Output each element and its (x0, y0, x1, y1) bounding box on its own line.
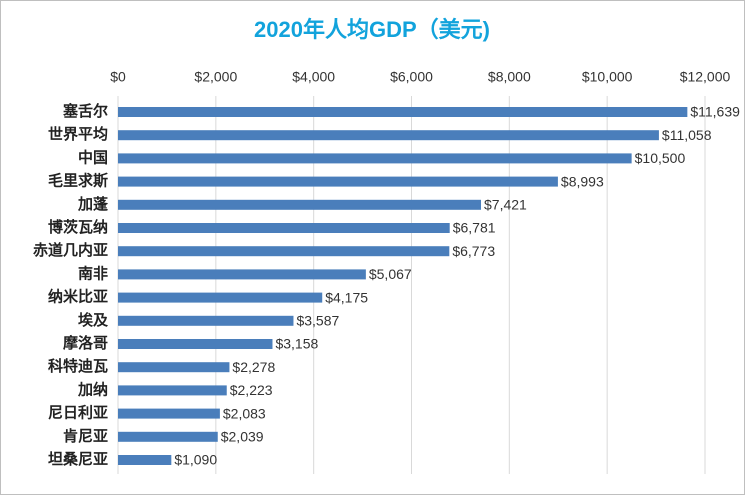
y-tick-label: 毛里求斯 (48, 172, 108, 190)
bar (118, 408, 220, 419)
data-label: $8,993 (561, 173, 604, 189)
x-tick-label: $0 (110, 69, 126, 85)
bar (118, 153, 632, 164)
y-tick-label: 加纳 (77, 380, 108, 398)
data-label: $11,058 (662, 127, 712, 143)
bar (118, 362, 230, 373)
y-tick-label: 南非 (78, 264, 108, 282)
bar (118, 130, 659, 141)
bar (118, 223, 450, 233)
chart-title: 2020年人均GDP（美元) (254, 17, 490, 42)
x-tick-label: $8,000 (488, 69, 531, 85)
data-label: $6,773 (452, 243, 495, 259)
bar (118, 199, 482, 210)
y-tick-label: 摩洛哥 (63, 334, 108, 352)
data-label: $3,158 (275, 336, 318, 352)
y-tick-label: 纳米比亚 (48, 288, 108, 306)
bar (118, 246, 450, 257)
x-tick-label: $2,000 (194, 69, 237, 85)
data-label: $1,090 (174, 452, 217, 468)
data-label: $4,175 (325, 289, 368, 305)
data-label: $2,278 (232, 359, 275, 375)
bar (118, 269, 366, 280)
data-label: $10,500 (635, 150, 686, 166)
x-tick-label: $6,000 (390, 69, 433, 85)
bar (118, 292, 323, 303)
bar (118, 339, 273, 349)
y-tick-label: 埃及 (78, 311, 109, 329)
y-tick-label: 尼日利亚 (48, 404, 108, 422)
data-label: $6,781 (453, 220, 496, 236)
bar (118, 315, 294, 326)
bar (118, 385, 227, 396)
data-label: $2,039 (221, 429, 264, 445)
data-label: $7,421 (484, 197, 527, 213)
data-label: $2,223 (230, 382, 273, 398)
x-tick-label: $12,000 (680, 69, 731, 85)
bar (118, 107, 688, 117)
y-tick-label: 世界平均 (48, 125, 108, 143)
bar (118, 176, 558, 187)
y-tick-label: 博茨瓦纳 (48, 218, 108, 236)
x-tick-label: $4,000 (292, 69, 335, 85)
data-label: $3,587 (296, 313, 339, 329)
x-tick-label: $10,000 (582, 69, 633, 85)
data-label: $2,083 (223, 405, 266, 421)
y-tick-label: 加蓬 (77, 195, 109, 213)
bar (118, 455, 172, 465)
data-label: $11,639 (690, 104, 740, 120)
data-label: $5,067 (369, 266, 412, 282)
y-tick-label: 中国 (78, 148, 108, 166)
y-tick-label: 赤道几内亚 (33, 241, 108, 259)
y-tick-label: 肯尼亚 (63, 427, 108, 445)
y-tick-label: 科特迪瓦 (48, 357, 108, 375)
y-tick-label: 塞舌尔 (63, 102, 108, 120)
y-tick-label: 坦桑尼亚 (48, 450, 108, 468)
bar (118, 431, 218, 442)
